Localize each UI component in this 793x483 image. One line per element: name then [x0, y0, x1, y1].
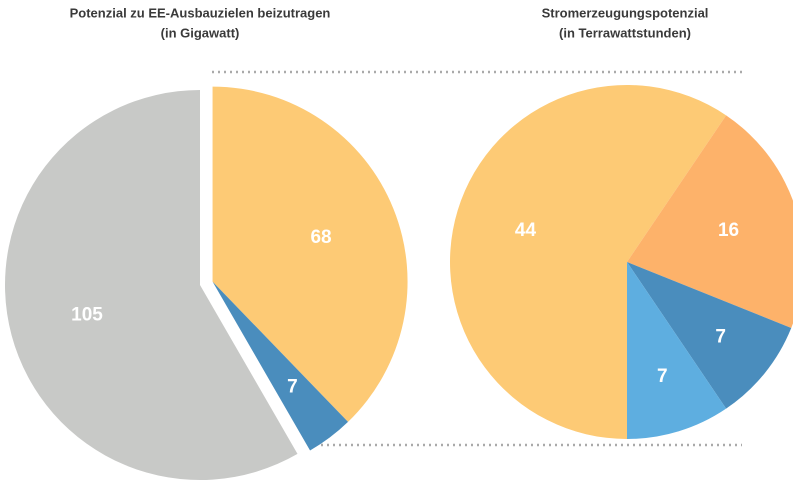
data-label: 44 — [515, 220, 537, 241]
chart-subtitle: (in Terrawattstunden) — [559, 25, 691, 40]
data-label: 105 — [71, 304, 103, 325]
pie-slice — [627, 115, 793, 328]
data-label: 68 — [310, 227, 331, 248]
pie-slice — [212, 86, 408, 422]
chart-title: Stromerzeugungspotenzial — [542, 5, 709, 20]
pie-slice — [450, 85, 727, 439]
pie-slice — [627, 262, 792, 409]
chart-subtitle: (in Gigawatt) — [161, 25, 240, 40]
data-label: 7 — [657, 366, 668, 387]
pie-slice — [627, 262, 727, 439]
pie-slice — [212, 281, 349, 451]
data-label: 16 — [718, 220, 739, 241]
pie-slice — [4, 90, 298, 481]
data-label: 7 — [715, 327, 726, 348]
chart-title: Potenzial zu EE-Ausbauzielen beizutragen — [70, 5, 331, 20]
data-label: 7 — [287, 377, 298, 398]
